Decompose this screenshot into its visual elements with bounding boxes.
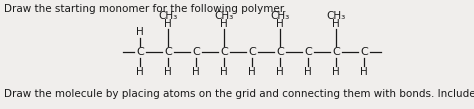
Text: C: C — [304, 47, 312, 57]
Text: H: H — [332, 67, 340, 77]
Text: H: H — [332, 19, 340, 29]
Text: C: C — [360, 47, 368, 57]
Text: C: C — [276, 47, 284, 57]
Text: C: C — [164, 47, 172, 57]
Text: H: H — [304, 67, 312, 77]
Text: H: H — [164, 19, 172, 29]
Text: H: H — [248, 67, 256, 77]
Text: H: H — [136, 27, 144, 37]
Text: C: C — [192, 47, 200, 57]
Text: H: H — [164, 67, 172, 77]
Text: H: H — [220, 67, 228, 77]
Text: H: H — [136, 67, 144, 77]
Text: C: C — [136, 47, 144, 57]
Text: CH₃: CH₃ — [214, 11, 234, 21]
Text: Draw the molecule by placing atoms on the grid and connecting them with bonds. I: Draw the molecule by placing atoms on th… — [4, 89, 474, 99]
Text: C: C — [332, 47, 340, 57]
Text: Draw the starting monomer for the following polymer.: Draw the starting monomer for the follow… — [4, 4, 286, 14]
Text: H: H — [276, 67, 284, 77]
Text: CH₃: CH₃ — [158, 11, 178, 21]
Text: H: H — [220, 19, 228, 29]
Text: C: C — [220, 47, 228, 57]
Text: CH₃: CH₃ — [270, 11, 290, 21]
Text: C: C — [248, 47, 256, 57]
Text: H: H — [276, 19, 284, 29]
Text: CH₃: CH₃ — [327, 11, 346, 21]
Text: H: H — [192, 67, 200, 77]
Text: H: H — [360, 67, 368, 77]
